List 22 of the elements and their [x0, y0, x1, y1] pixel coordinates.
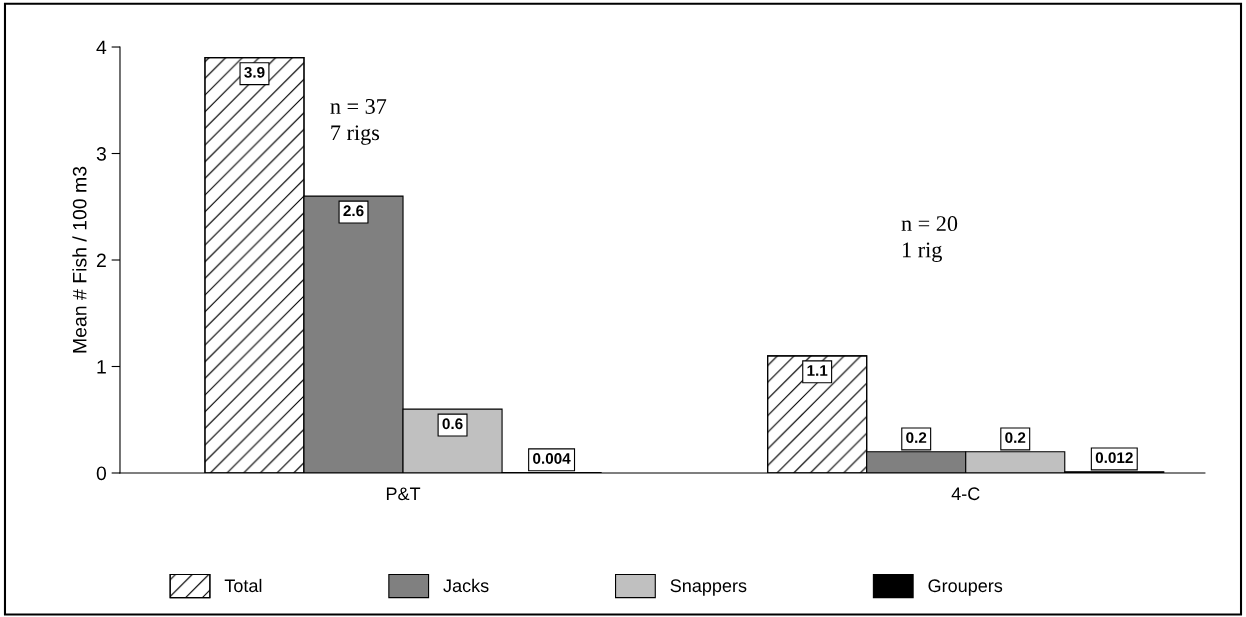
legend-label: Total: [224, 578, 262, 593]
legend-label: Jacks: [443, 578, 489, 593]
data-label: 1.1: [807, 365, 828, 376]
data-label: 0.012: [1095, 452, 1133, 464]
y-tick-label: 1: [97, 360, 106, 374]
data-label: 0.2: [906, 432, 927, 444]
data-label: 0.004: [533, 453, 571, 464]
y-tick-label: 4: [96, 40, 107, 55]
x-tick-label: P&T: [386, 487, 421, 501]
data-label: 0.6: [442, 418, 463, 430]
annotation: n = 20 1 rig: [901, 216, 958, 262]
legend-label: Groupers: [928, 579, 1003, 596]
legend-label: Snappers: [670, 579, 747, 596]
annotation: n = 37 7 rigs: [330, 99, 387, 145]
data-label: 2.6: [343, 205, 364, 217]
y-tick-label: 3: [96, 146, 106, 161]
y-tick-label: 2: [96, 253, 106, 268]
data-label: 0.2: [1005, 432, 1026, 444]
y-tick-label: 0: [96, 466, 107, 481]
y-axis-title: Mean # Fish / 100 m3: [72, 166, 87, 353]
x-tick-label: 4-C: [951, 487, 980, 501]
data-label: 3.9: [244, 66, 265, 78]
